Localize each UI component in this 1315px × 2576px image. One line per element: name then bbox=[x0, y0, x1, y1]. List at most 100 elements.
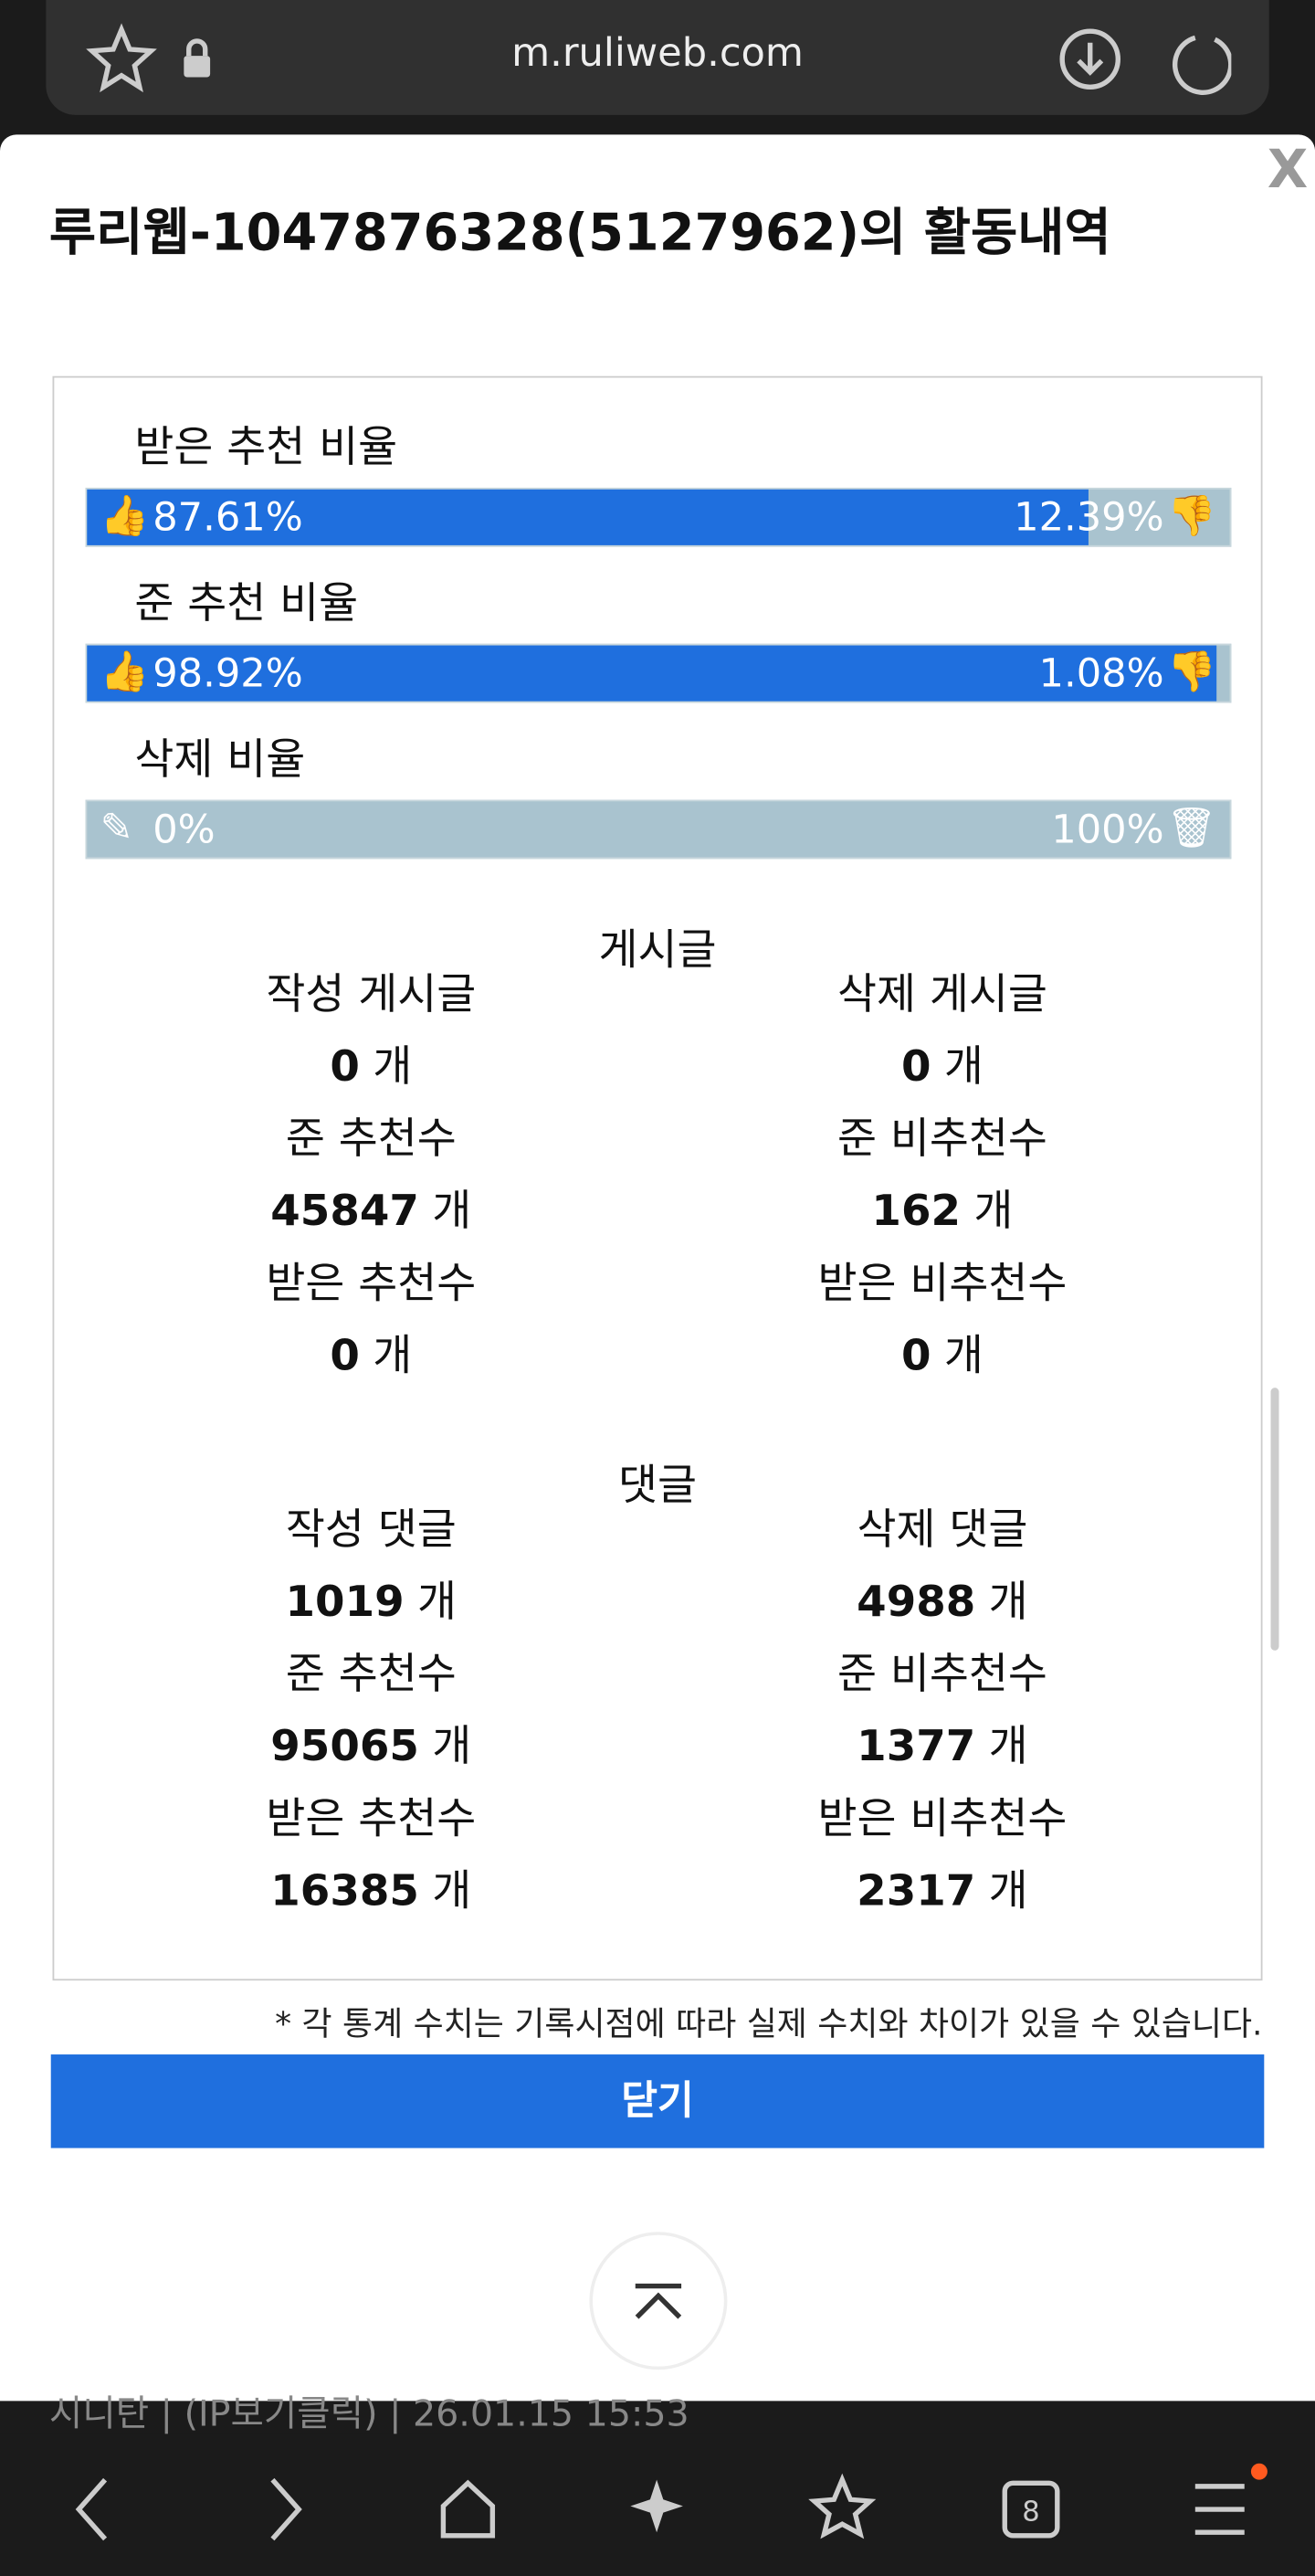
ratio-icon: 🗑 bbox=[1166, 804, 1217, 851]
ratio-down-mark bbox=[1217, 646, 1230, 702]
ratio-icon: 👎 bbox=[1167, 649, 1217, 695]
stat-value-row: 4988 개 bbox=[696, 1568, 1188, 1630]
ratio-bar: 👍 87.61% 12.39% 👎 bbox=[85, 487, 1232, 547]
stat-unit: 개 bbox=[432, 1867, 472, 1917]
stat-unit: 개 bbox=[417, 1578, 458, 1628]
stat-unit: 개 bbox=[988, 1867, 1028, 1917]
stat-label: 작성 댓글 bbox=[285, 1505, 457, 1556]
menu-icon[interactable] bbox=[1194, 2484, 1245, 2535]
stat-unit: 개 bbox=[973, 1187, 1014, 1237]
stat-value-row: 162 개 bbox=[696, 1177, 1188, 1239]
stat-value-row: 45847 개 bbox=[125, 1177, 617, 1239]
nav-icons: 8 bbox=[75, 2463, 1268, 2541]
stat-label: 삭제 게시글 bbox=[836, 970, 1047, 1020]
stat-label: 삭제 댓글 bbox=[857, 1505, 1028, 1556]
ratio-label: 받은 추천 비율 bbox=[134, 423, 398, 473]
stat-label: 준 비추천수 bbox=[836, 1114, 1047, 1165]
url-bar[interactable] bbox=[46, 0, 1269, 115]
stat-value: 0 bbox=[330, 1332, 360, 1381]
ratio-label: 삭제 비율 bbox=[134, 735, 306, 786]
ratio-down: 100% bbox=[1051, 806, 1164, 853]
stats-box bbox=[52, 375, 1263, 1981]
stat-value: 0 bbox=[900, 1042, 931, 1093]
stat-value: 0 bbox=[900, 1332, 931, 1381]
stat-value: 16385 bbox=[270, 1867, 419, 1917]
ratio-up: 87.61% bbox=[153, 494, 303, 541]
footer-peek: 시니탄 | (IP보기클릭) | 26.01.15 15:53 bbox=[48, 2394, 689, 2436]
ratio-icon: ✎ bbox=[100, 804, 133, 851]
stat-unit: 개 bbox=[988, 1578, 1028, 1628]
bookmarks-icon[interactable] bbox=[808, 2473, 877, 2539]
stat-value-row: 16385 개 bbox=[125, 1857, 617, 1918]
stat-value: 162 bbox=[871, 1187, 962, 1237]
tab-count: 8 bbox=[1022, 2497, 1039, 2528]
stat-value-row: 95065 개 bbox=[125, 1713, 617, 1774]
home-icon[interactable] bbox=[440, 2479, 496, 2539]
stat-label: 받은 추천수 bbox=[266, 1794, 477, 1844]
stat-label: 준 추천수 bbox=[285, 1650, 457, 1700]
stat-label: 준 추천수 bbox=[285, 1114, 457, 1165]
stat-unit: 개 bbox=[988, 1722, 1028, 1772]
scroll-top[interactable] bbox=[589, 2232, 728, 2370]
ratio-down: 12.39% bbox=[1014, 494, 1164, 541]
stat-value: 95065 bbox=[270, 1722, 419, 1772]
close-x[interactable]: X bbox=[1267, 138, 1309, 201]
star-icon[interactable] bbox=[86, 23, 157, 93]
stat-value: 0 bbox=[330, 1042, 360, 1093]
download-arrow bbox=[1077, 42, 1104, 76]
stat-value-row: 1019 개 bbox=[125, 1568, 617, 1630]
stat-label: 받은 추천수 bbox=[266, 1259, 477, 1309]
url[interactable]: m.ruliweb.com bbox=[511, 29, 804, 76]
stat-unit: 개 bbox=[943, 1332, 984, 1381]
stat-value-row: 2317 개 bbox=[696, 1857, 1188, 1918]
ratio-down: 1.08% bbox=[1038, 649, 1164, 697]
stat-value: 1377 bbox=[857, 1722, 976, 1772]
stat-unit: 개 bbox=[432, 1722, 472, 1772]
url-actions bbox=[1059, 28, 1232, 95]
ratio-label: 준 추천 비율 bbox=[134, 579, 359, 629]
ratio-bar: ✎ 0% 100% 🗑 bbox=[85, 799, 1232, 860]
ratio-icon: 👍 bbox=[100, 649, 150, 695]
ratio-fill bbox=[87, 489, 1089, 545]
section-title: 댓글 bbox=[618, 1462, 698, 1511]
download-icon[interactable] bbox=[1059, 28, 1120, 90]
lock-icon bbox=[184, 56, 211, 78]
lock-shackle bbox=[186, 38, 208, 57]
reload-icon[interactable] bbox=[1173, 35, 1232, 95]
forward-icon[interactable] bbox=[270, 2477, 302, 2541]
tabs-icon[interactable] bbox=[1002, 2480, 1060, 2539]
menu-badge bbox=[1250, 2463, 1268, 2480]
stat-value: 45847 bbox=[270, 1187, 419, 1237]
stat-unit: 개 bbox=[943, 1042, 984, 1093]
stat-label: 받은 비추천수 bbox=[817, 1794, 1068, 1844]
note: * 각 통계 수치는 기록시점에 따라 실제 수치와 차이가 있을 수 있습니다… bbox=[275, 2003, 1263, 2043]
stat-label: 준 비추천수 bbox=[836, 1650, 1047, 1700]
stat-value: 4988 bbox=[857, 1578, 976, 1628]
stat-unit: 개 bbox=[373, 1332, 413, 1381]
ratio-fill bbox=[87, 645, 1218, 702]
scrollbar bbox=[1270, 1388, 1279, 1651]
stat-unit: 개 bbox=[432, 1187, 472, 1237]
stat-unit: 개 bbox=[373, 1042, 413, 1093]
ratio-icon: 👍 bbox=[100, 492, 150, 539]
ratio-bar: 👍 98.92% 1.08% 👎 bbox=[85, 643, 1232, 703]
modal-title: 루리웹-1047876328(5127962)의 활동내역 bbox=[48, 203, 1111, 263]
url-icons bbox=[86, 23, 211, 93]
stat-label: 받은 비추천수 bbox=[817, 1259, 1068, 1309]
close-button[interactable]: 닫기 bbox=[50, 2054, 1265, 2148]
stat-label: 작성 게시글 bbox=[266, 970, 477, 1020]
stat-value: 2317 bbox=[857, 1867, 976, 1917]
stat-value: 1019 bbox=[285, 1578, 405, 1628]
ratio-icon: 👎 bbox=[1167, 492, 1217, 539]
ai-icon[interactable] bbox=[630, 2479, 683, 2533]
scroll-top-icon bbox=[635, 2283, 682, 2319]
stat-value-row: 1377 개 bbox=[696, 1713, 1188, 1774]
back-icon[interactable] bbox=[75, 2477, 108, 2541]
ratio-up: 98.92% bbox=[153, 649, 303, 697]
